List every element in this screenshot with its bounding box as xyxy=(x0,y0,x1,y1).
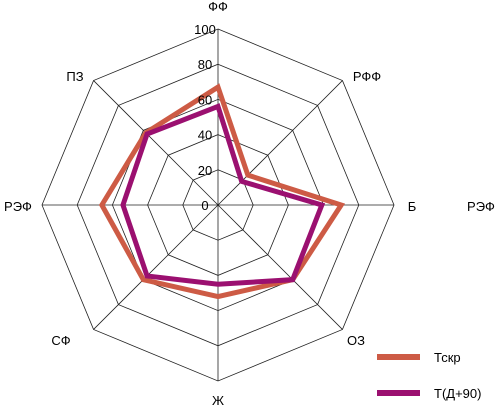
axis-label-pz: ПЗ xyxy=(66,69,83,84)
axis-label-ref-right: РЭФ xyxy=(467,199,495,214)
axis-label-sf: СФ xyxy=(51,333,70,348)
series-line-0 xyxy=(98,83,346,300)
axis-label-oz: ОЗ xyxy=(347,333,365,348)
radar-series xyxy=(98,83,346,300)
legend-label-td90: Т(Д+90) xyxy=(434,386,481,401)
radar-grid xyxy=(41,28,395,382)
series-line-1 xyxy=(120,103,326,287)
radial-ticks: 0 20 40 60 80 100 xyxy=(194,22,216,213)
tick-label-60: 60 xyxy=(198,92,212,107)
spoke-1 xyxy=(217,80,343,206)
legend-label-tskr: Тскр xyxy=(434,350,461,365)
axis-labels: ФФ РФФ Б ОЗ Ж СФ РЭФ ПЗ РЭФ xyxy=(4,0,495,408)
axis-label-ff: ФФ xyxy=(208,0,228,14)
spoke-7 xyxy=(93,80,219,206)
spoke-5 xyxy=(93,204,219,330)
tick-label-100: 100 xyxy=(194,22,216,37)
axis-label-ref-left: РЭФ xyxy=(4,199,32,214)
legend: Тскр Т(Д+90) xyxy=(377,350,481,401)
spoke-3 xyxy=(217,204,343,330)
tick-label-0: 0 xyxy=(201,198,208,213)
tick-label-20: 20 xyxy=(198,163,212,178)
axis-label-rff: РФФ xyxy=(353,69,381,84)
tick-label-80: 80 xyxy=(198,57,212,72)
tick-label-40: 40 xyxy=(198,128,212,143)
axis-label-b: Б xyxy=(408,199,417,214)
axis-label-zh: Ж xyxy=(212,393,224,408)
